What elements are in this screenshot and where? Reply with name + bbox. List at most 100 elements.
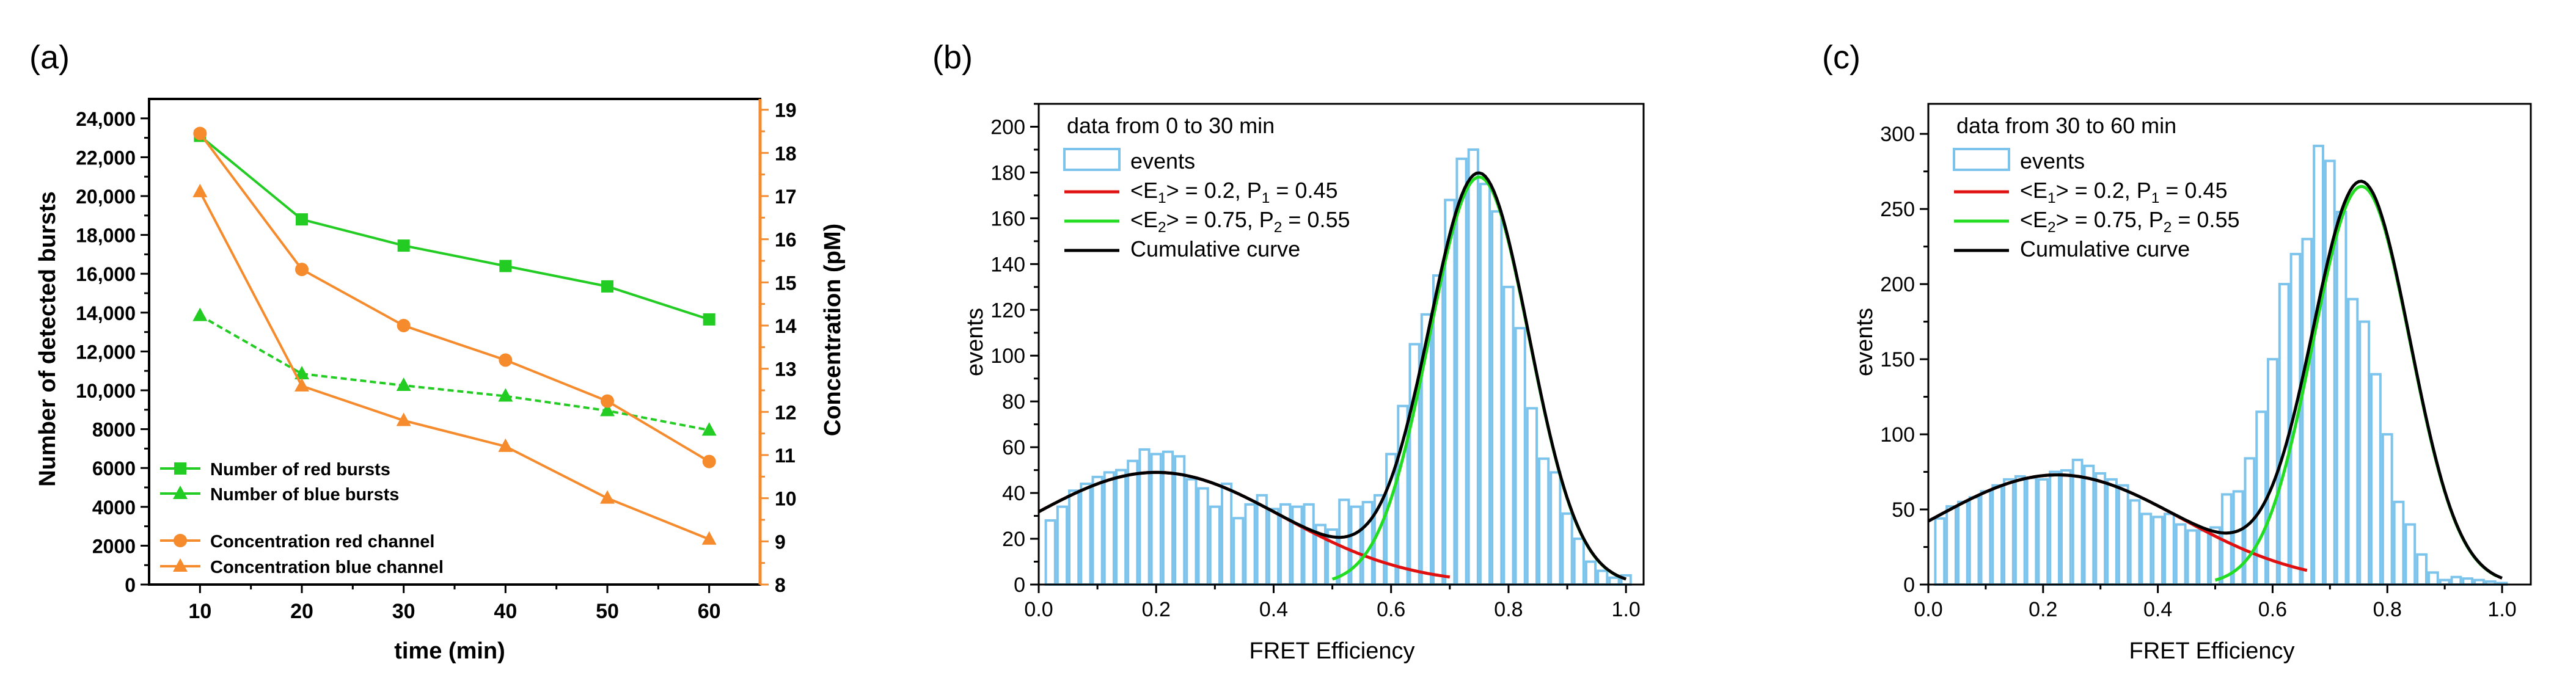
panel-c-histogram-bar (1991, 484, 2003, 586)
panel-a-y-tick-label: 22,000 (76, 147, 136, 169)
panel-a-data-point (192, 307, 208, 321)
panel-c-x-axis-label: FRET Efficiency (2129, 638, 2294, 664)
panel-c-histogram-bar (2278, 283, 2290, 586)
panel-b-y-tick-label: 200 (990, 115, 1025, 139)
panel-b-histogram-bar (1491, 210, 1503, 586)
panel-b-histogram-bar (1479, 183, 1491, 586)
panel-c-histogram-bar (2014, 475, 2026, 586)
panel-a-data-point (295, 263, 309, 277)
panel-b-histogram-bar (1185, 478, 1198, 586)
panel-c-legend-events-swatch (1953, 148, 2010, 171)
panel-b-histogram-bar (1209, 505, 1221, 586)
panel-b-histogram-bar (1244, 503, 1256, 586)
panel-a-data-point (702, 454, 716, 468)
panel-c-y-tick-label: 200 (1880, 273, 1915, 296)
panel-b-x-tick-label: 0.8 (1494, 598, 1523, 621)
panel-b-x-axis-label: FRET Efficiency (1249, 638, 1414, 664)
panel-a-series-line-2 (199, 314, 710, 432)
panel-a-data-point (601, 394, 614, 408)
panel-b-histogram-bar (1056, 505, 1069, 586)
panel-a-data-point (296, 213, 308, 226)
panel-b-histogram-bar (1068, 489, 1080, 586)
panel-c-x-tick-label: 1.0 (2487, 598, 2516, 621)
panel-a-y2-tick-label: 15 (775, 272, 797, 294)
panel-a-y2-tick-label: 14 (775, 315, 797, 337)
panel-c-x-tick-label: 0.6 (2258, 598, 2287, 621)
panel-b-histogram-bar (1303, 503, 1315, 586)
panel-c-histogram-bar (2037, 478, 2049, 586)
panel-b-legend-label: <E2> = 0.75, P2 = 0.55 (1130, 207, 1350, 236)
panel-b-x-tick-label: 1.0 (1612, 598, 1641, 621)
panel-a-data-point (193, 126, 207, 140)
panel-c-histogram-bar (2381, 433, 2393, 586)
panel-a-label: (a) (29, 39, 70, 76)
panel-a-y-tick-label: 16,000 (76, 263, 136, 285)
panel-a-data-point (192, 183, 208, 197)
panel-c-histogram-bar (2060, 469, 2072, 586)
panel-c-x-tick-label: 0.4 (2143, 598, 2172, 621)
panel-b-y-tick-label: 20 (1002, 528, 1025, 551)
panel-a-data-point (295, 365, 309, 379)
panel-a-data-point (397, 239, 410, 252)
panel-a-y-tick-label: 8000 (92, 419, 136, 441)
panel-c-histogram-bar (2140, 512, 2153, 586)
panel-a-legend-label: Number of blue bursts (210, 485, 399, 505)
panel-c-histogram-bar (2003, 478, 2014, 586)
panel-b-legend-label: Cumulative curve (1130, 236, 1300, 261)
panel-c-y-tick-label: 50 (1892, 498, 1915, 522)
panel-a-legend-marker (173, 486, 188, 499)
panel-a-y2-tick-label: 17 (775, 186, 797, 208)
panel-a-y2-axis-label: Concentration (pM) (820, 224, 846, 436)
panel-a-y-tick-label: 12,000 (76, 341, 136, 363)
panel-c-histogram-bar (2095, 472, 2107, 586)
panel-a-legend-label: Number of red bursts (210, 460, 390, 479)
panel-c-histogram-bar (2198, 529, 2210, 586)
panel-c-histogram-bar (1956, 500, 1969, 586)
panel-b-histogram-bar (1127, 459, 1139, 586)
panel-b-histogram-bar (1550, 471, 1562, 586)
panel-c-histogram-bar (2416, 553, 2428, 586)
panel-b-x-tick-label: 0.6 (1377, 598, 1405, 621)
panel-a-data-point (701, 531, 717, 545)
panel-c-histogram-bar (2175, 523, 2187, 586)
panel-a-y2-tick-label: 11 (775, 445, 796, 467)
panel-b-histogram-bar (1573, 538, 1585, 586)
panel-b-y-tick-label: 100 (990, 344, 1025, 368)
panel-b-histogram-bar (1091, 475, 1103, 586)
panel-a-x-tick-label: 20 (290, 600, 313, 623)
panel-a-x-tick-label: 50 (596, 600, 619, 623)
panel-b-y-tick-label: 40 (1002, 482, 1025, 505)
panel-b-legend-label: <E1> = 0.2, P1 = 0.45 (1130, 178, 1337, 206)
panel-c-y-axis-label: events (1852, 308, 1878, 376)
panel-a-legend-label: Concentration red channel (210, 532, 434, 552)
panel-c-y-tick-label: 150 (1880, 348, 1915, 371)
panel-a-y-axis-label: Number of detected bursts (35, 191, 60, 487)
panel-a-y2-tick-label: 12 (775, 401, 797, 423)
panel-b-histogram-bar (1608, 576, 1620, 586)
panel-b-histogram-bar (1044, 519, 1056, 586)
panel-a-y2-tick-label: 10 (775, 488, 797, 510)
panel-c-histogram-bar (2324, 159, 2336, 586)
panel-a-y-tick-label: 20,000 (76, 186, 136, 208)
panel-c-histogram-bar (2186, 529, 2198, 586)
panel-a-data-point (703, 313, 715, 326)
panel-a-legend-marker (173, 558, 188, 572)
panel-b-histogram-bar (1537, 457, 1550, 586)
panel-c-histogram-bar (2393, 500, 2405, 586)
panel-b-x-tick-label: 0.2 (1142, 598, 1171, 621)
panel-b-histogram-bar (1561, 512, 1573, 586)
panel-b-histogram-bar (1114, 468, 1127, 586)
panel-c-x-tick-label: 0.0 (1914, 598, 1942, 621)
panel-c-histogram-bar (1980, 490, 1992, 586)
panel-b-y-tick-label: 180 (990, 161, 1025, 184)
panel-c-y-tick-label: 250 (1880, 198, 1915, 221)
panel-a-data-point (499, 260, 512, 272)
panel-c-histogram-bar (2025, 476, 2038, 586)
panel-a-legend-label: Concentration blue channel (210, 558, 444, 577)
panel-a-y-tick-label: 14,000 (76, 302, 136, 324)
panel-a-y-tick-label: 10,000 (76, 380, 136, 402)
panel-a-data-point (600, 403, 615, 417)
panel-c-histogram-bar (2152, 516, 2164, 586)
panel-c-histogram-bar (1968, 496, 1980, 586)
panel-a-y-tick-label: 24,000 (76, 108, 136, 130)
